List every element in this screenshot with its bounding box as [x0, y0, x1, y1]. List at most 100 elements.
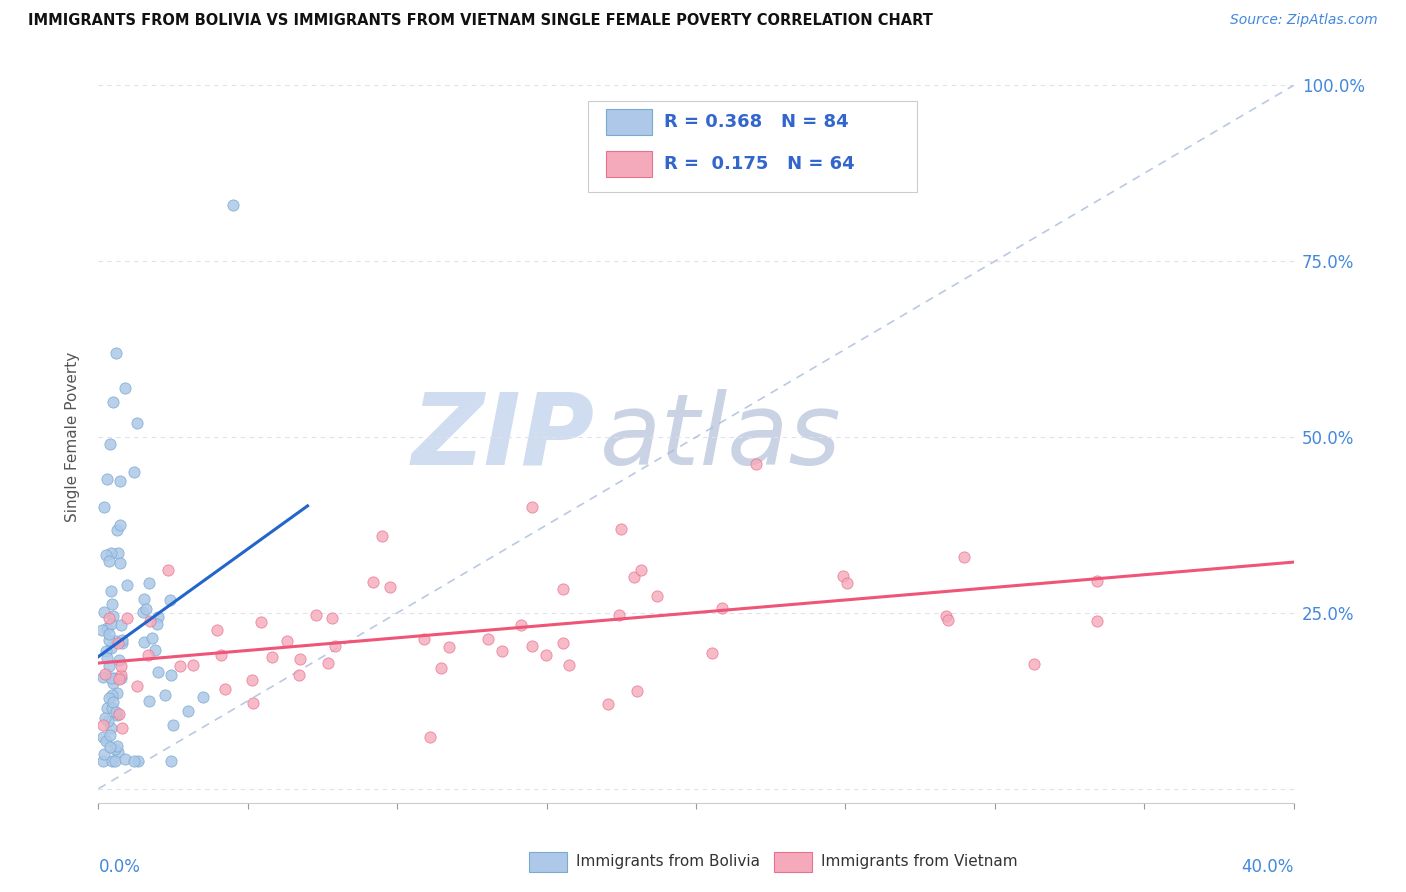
Point	[205, 623, 228, 637]
Point	[107, 636, 129, 650]
Point	[115, 611, 138, 625]
Point	[93, 605, 115, 619]
Point	[114, 752, 136, 766]
Point	[1085, 574, 1108, 588]
Point	[94, 548, 117, 562]
Point	[936, 613, 959, 627]
Point	[110, 475, 132, 489]
Bar	[773, 852, 811, 872]
Point	[93, 500, 115, 515]
Point	[558, 658, 581, 673]
Point	[105, 705, 128, 719]
Point	[96, 701, 118, 715]
Point	[361, 575, 384, 590]
Point	[419, 730, 441, 744]
Point	[222, 198, 245, 212]
Point	[304, 607, 326, 622]
Text: ZIP: ZIP	[412, 389, 595, 485]
Point	[103, 395, 125, 409]
Point	[110, 556, 132, 570]
Point	[935, 608, 957, 623]
Bar	[606, 151, 652, 178]
Point	[138, 575, 160, 590]
Point	[1085, 614, 1108, 628]
Text: 0.0%: 0.0%	[98, 858, 141, 876]
Point	[105, 686, 128, 700]
Point	[321, 611, 343, 625]
Point	[520, 640, 543, 654]
Point	[160, 754, 183, 768]
Point	[124, 465, 146, 479]
Point	[107, 523, 129, 537]
Point	[105, 707, 128, 722]
Point	[209, 648, 232, 663]
Point	[104, 634, 127, 648]
Y-axis label: Single Female Poverty: Single Female Poverty	[65, 352, 80, 522]
Point	[108, 673, 131, 687]
Point	[114, 381, 136, 395]
Point	[160, 667, 183, 681]
Point	[132, 634, 155, 648]
Text: atlas: atlas	[600, 389, 842, 485]
Point	[288, 652, 311, 666]
Point	[132, 605, 155, 619]
Point	[94, 666, 117, 681]
Point	[105, 345, 128, 359]
Text: R =  0.175   N = 64: R = 0.175 N = 64	[664, 155, 855, 173]
Point	[100, 546, 122, 560]
Point	[108, 706, 131, 721]
Point	[94, 711, 117, 725]
Point	[135, 602, 157, 616]
Point	[260, 649, 283, 664]
Point	[288, 667, 311, 681]
Point	[596, 697, 619, 711]
Point	[700, 646, 723, 660]
Bar	[606, 109, 652, 135]
Point	[98, 739, 122, 754]
FancyBboxPatch shape	[589, 101, 917, 192]
Point	[97, 714, 120, 728]
Text: IMMIGRANTS FROM BOLIVIA VS IMMIGRANTS FROM VIETNAM SINGLE FEMALE POVERTY CORRELA: IMMIGRANTS FROM BOLIVIA VS IMMIGRANTS FR…	[28, 13, 934, 29]
Point	[101, 700, 124, 714]
Point	[146, 617, 169, 632]
Point	[104, 742, 127, 756]
Point	[155, 688, 177, 702]
Point	[623, 570, 645, 584]
Point	[91, 730, 114, 744]
Point	[103, 695, 125, 709]
Point	[437, 640, 460, 655]
Point	[242, 696, 264, 710]
Point	[242, 673, 264, 687]
Point	[127, 754, 149, 768]
Point	[520, 500, 543, 515]
Point	[378, 580, 401, 594]
Point	[110, 668, 132, 682]
Point	[115, 578, 138, 592]
Point	[97, 627, 120, 641]
Point	[139, 614, 162, 628]
Point	[607, 607, 630, 622]
Point	[98, 728, 121, 742]
Point	[143, 643, 166, 657]
Point	[110, 517, 132, 532]
Point	[110, 671, 132, 685]
Text: Immigrants from Bolivia: Immigrants from Bolivia	[576, 854, 761, 869]
Point	[91, 717, 114, 731]
Point	[103, 672, 125, 686]
Point	[127, 416, 149, 430]
Point	[146, 665, 169, 679]
Point	[214, 682, 236, 697]
Point	[477, 632, 499, 647]
Text: R = 0.368   N = 84: R = 0.368 N = 84	[664, 112, 848, 131]
Point	[141, 632, 163, 646]
Point	[626, 684, 648, 698]
Point	[98, 633, 121, 648]
Point	[710, 600, 733, 615]
Point	[93, 747, 115, 761]
Point	[96, 733, 118, 747]
Point	[148, 610, 170, 624]
Point	[191, 690, 214, 705]
Point	[122, 754, 145, 768]
Point	[1022, 657, 1045, 671]
Point	[551, 636, 574, 650]
